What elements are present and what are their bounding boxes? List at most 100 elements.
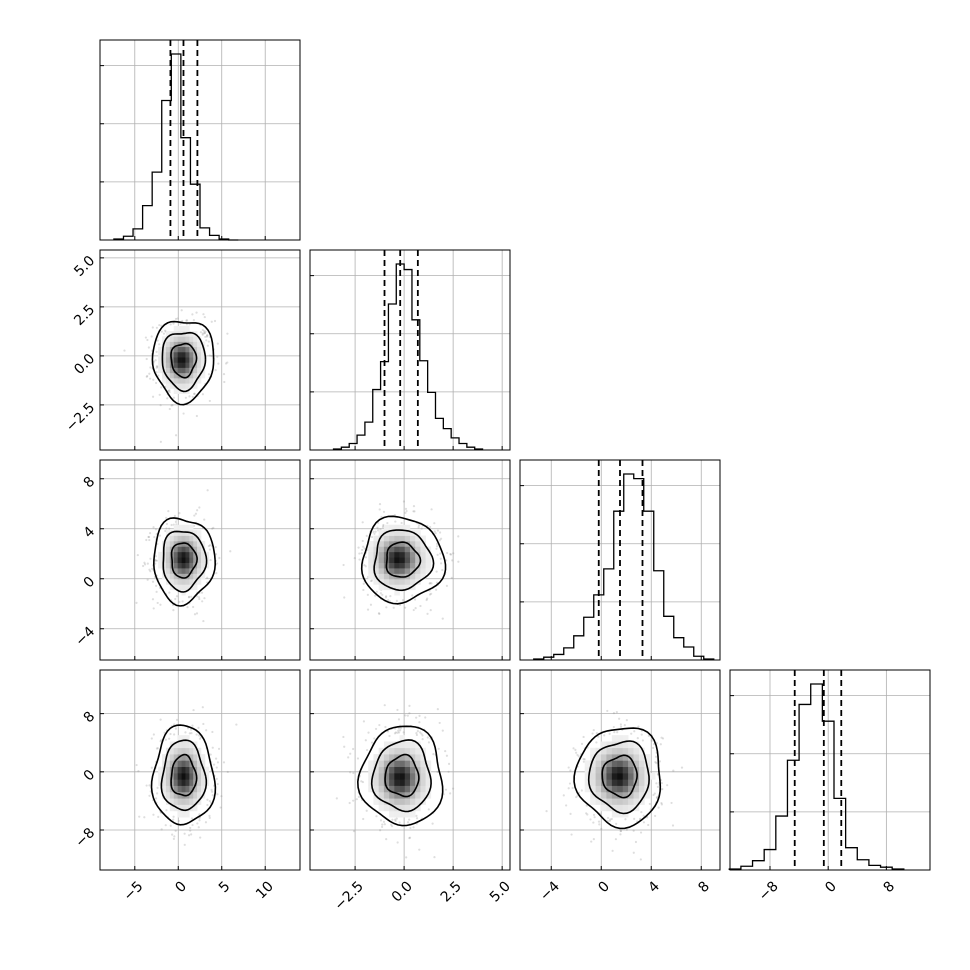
density-cell xyxy=(409,551,416,558)
scatter-point xyxy=(349,752,352,755)
density-cell xyxy=(173,584,178,591)
density-cell xyxy=(409,760,416,768)
density-cell xyxy=(394,766,400,774)
histogram-steps-0 xyxy=(113,53,239,241)
density-cell xyxy=(169,541,175,547)
scatter-point xyxy=(155,366,158,369)
scatter-point xyxy=(428,582,431,585)
scatter-point xyxy=(168,391,171,394)
density-cell xyxy=(193,557,198,564)
density-cell xyxy=(158,562,163,569)
density-cell xyxy=(197,341,202,348)
density-cell xyxy=(394,785,400,793)
panel-frame xyxy=(99,249,301,451)
density-cell xyxy=(201,760,206,768)
density-cell xyxy=(165,546,171,553)
scatter-point xyxy=(199,331,203,334)
scatter-point xyxy=(160,330,163,333)
scatter-point xyxy=(189,728,193,731)
scatter-point xyxy=(148,568,151,571)
density-cell xyxy=(584,766,591,774)
scatter-point xyxy=(419,604,422,608)
scatter-point xyxy=(642,821,646,824)
density-cell xyxy=(169,747,175,755)
density-cell xyxy=(197,530,202,536)
density-cell xyxy=(185,804,190,812)
scatter-point xyxy=(411,594,414,597)
scatter-point xyxy=(348,801,351,805)
density-cell xyxy=(185,785,190,793)
density-cell xyxy=(617,804,624,812)
scatter-point xyxy=(206,334,209,337)
scatter-point xyxy=(655,796,659,799)
density-cell xyxy=(633,760,640,768)
scatter-point xyxy=(441,568,444,572)
contour-1 xyxy=(160,739,208,812)
density-cell xyxy=(622,798,629,805)
density-cell xyxy=(177,785,182,793)
scatter-point xyxy=(363,547,366,550)
scatter-point xyxy=(185,319,188,322)
scatter-point xyxy=(215,572,218,575)
scatter-point xyxy=(606,709,609,713)
contour-1 xyxy=(162,530,208,593)
scatter-point xyxy=(214,553,218,556)
scatter-point xyxy=(149,557,152,560)
density-cell xyxy=(173,791,178,799)
scatter-point xyxy=(390,823,393,826)
scatter-point xyxy=(214,546,217,549)
density-cell xyxy=(193,535,198,542)
scatter-point xyxy=(379,829,382,832)
contour-0 xyxy=(384,753,420,798)
density-cell xyxy=(383,760,390,768)
density-cell xyxy=(169,798,175,805)
density-cell xyxy=(383,785,390,793)
density-cell xyxy=(633,747,640,755)
scatter-point xyxy=(436,553,439,556)
density-cell xyxy=(383,779,390,786)
scatter-point xyxy=(204,335,207,339)
scatter-point xyxy=(190,817,194,820)
scatter-point xyxy=(208,548,212,551)
scatter-point xyxy=(166,397,169,400)
scatter-point xyxy=(417,524,421,527)
density-cell xyxy=(165,362,171,368)
density-cell xyxy=(399,535,406,542)
density-cell xyxy=(177,779,182,786)
density-cell xyxy=(420,779,426,786)
density-cell xyxy=(622,741,629,749)
density-cell xyxy=(193,754,198,761)
scatter-point xyxy=(427,741,431,744)
scatter-point xyxy=(155,590,158,593)
density-cell xyxy=(165,568,171,574)
scatter-point xyxy=(155,350,158,353)
scatter-point xyxy=(157,374,160,377)
density-cell xyxy=(185,766,190,774)
density-cell xyxy=(378,779,385,786)
scatter-point xyxy=(634,840,638,844)
contour-2 xyxy=(573,727,662,830)
density-cell xyxy=(193,568,198,574)
density-cell xyxy=(383,741,390,749)
density-cell xyxy=(162,351,167,358)
density-cell xyxy=(638,773,645,780)
density-cell xyxy=(649,773,656,780)
scatter-point xyxy=(614,838,618,841)
density-cell xyxy=(389,773,395,780)
density-cell xyxy=(185,524,190,531)
scatter-point xyxy=(215,777,218,780)
density-cell xyxy=(383,804,390,812)
density-cell xyxy=(425,773,432,780)
scatter-point xyxy=(156,601,159,605)
scatter-point xyxy=(658,760,662,763)
density-cell xyxy=(165,378,171,384)
density-cell xyxy=(590,791,596,799)
scatter-point xyxy=(369,603,373,606)
scatter-point xyxy=(370,741,374,744)
density-cell xyxy=(197,791,202,799)
density-cell xyxy=(181,378,186,384)
density-cell xyxy=(590,747,596,755)
density-cell xyxy=(189,578,194,585)
density-cell xyxy=(425,551,432,558)
density-cell xyxy=(622,779,629,786)
